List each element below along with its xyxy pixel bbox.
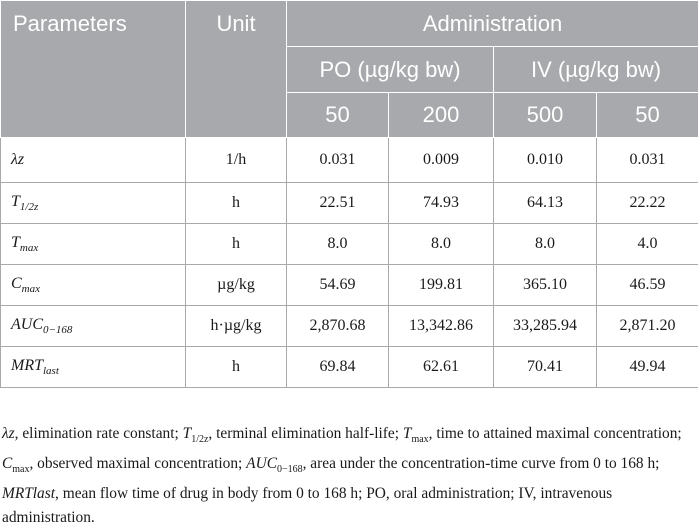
param-subscript: 0−168 bbox=[43, 324, 72, 336]
footnote-text: , area under the concentration-time curv… bbox=[303, 455, 660, 472]
value-cell: 0.031 bbox=[287, 138, 389, 183]
header-dose-iv-500: 500 bbox=[494, 93, 597, 138]
value-cell: 8.0 bbox=[389, 224, 494, 265]
value-cell: 0.009 bbox=[389, 138, 494, 183]
value-cell: 46.59 bbox=[597, 265, 698, 306]
param-symbol: AUC bbox=[11, 316, 43, 333]
param-name: Cmax bbox=[1, 265, 186, 306]
header-parameters: Parameters bbox=[1, 1, 186, 138]
value-cell: 8.0 bbox=[494, 224, 597, 265]
param-unit: h bbox=[186, 224, 287, 265]
param-unit: µg/kg bbox=[186, 265, 287, 306]
param-unit: h bbox=[186, 183, 287, 224]
header-dose-iv-50: 50 bbox=[597, 93, 698, 138]
value-cell: 33,285.94 bbox=[494, 306, 597, 347]
value-cell: 70.41 bbox=[494, 347, 597, 388]
param-unit: h·µg/kg bbox=[186, 306, 287, 347]
param-subscript: last bbox=[43, 365, 59, 377]
value-cell: 4.0 bbox=[597, 224, 698, 265]
footnote-text: , elimination rate constant; bbox=[15, 425, 183, 442]
footnote-text: , mean flow time of drug in body from 0 … bbox=[2, 485, 612, 526]
value-cell: 0.031 bbox=[597, 138, 698, 183]
value-cell: 0.010 bbox=[494, 138, 597, 183]
footnote-symbol: C bbox=[2, 455, 12, 472]
footnote-symbol: MRTlast bbox=[2, 485, 55, 502]
param-symbol: λz bbox=[11, 151, 24, 168]
param-subscript: max bbox=[20, 242, 38, 254]
footnote-subscript: 0−168 bbox=[277, 464, 303, 475]
param-name: Tmax bbox=[1, 224, 186, 265]
header-po: PO (µg/kg bw) bbox=[287, 47, 494, 93]
header-dose-po-200: 200 bbox=[389, 93, 494, 138]
param-name: MRTlast bbox=[1, 347, 186, 388]
param-symbol: T bbox=[11, 193, 20, 210]
value-cell: 365.10 bbox=[494, 265, 597, 306]
footnote-subscript: max bbox=[411, 434, 428, 445]
value-cell: 64.13 bbox=[494, 183, 597, 224]
param-symbol: T bbox=[11, 234, 20, 251]
footnote-text: , observed maximal concentration; bbox=[29, 455, 246, 472]
param-unit: 1/h bbox=[186, 138, 287, 183]
footnote-symbol: λz bbox=[2, 425, 15, 442]
table-header: Parameters Unit Administration PO (µg/kg… bbox=[1, 1, 698, 138]
param-symbol: MRT bbox=[11, 357, 43, 374]
footnote-text: , terminal elimination half-life; bbox=[208, 425, 402, 442]
footnote-symbol: T bbox=[183, 425, 192, 442]
value-cell: 49.94 bbox=[597, 347, 698, 388]
header-administration: Administration bbox=[287, 1, 698, 47]
param-subscript: max bbox=[22, 283, 40, 295]
footnote-subscript: 1/2z bbox=[191, 434, 208, 445]
value-cell: 199.81 bbox=[389, 265, 494, 306]
value-cell: 22.51 bbox=[287, 183, 389, 224]
value-cell: 2,870.68 bbox=[287, 306, 389, 347]
header-iv: IV (µg/kg bw) bbox=[494, 47, 698, 93]
value-cell: 2,871.20 bbox=[597, 306, 698, 347]
value-cell: 74.93 bbox=[389, 183, 494, 224]
param-name: T1/2z bbox=[1, 183, 186, 224]
param-name: λz bbox=[1, 138, 186, 183]
header-dose-po-50: 50 bbox=[287, 93, 389, 138]
value-cell: 22.22 bbox=[597, 183, 698, 224]
value-cell: 8.0 bbox=[287, 224, 389, 265]
param-unit: h bbox=[186, 347, 287, 388]
footnote-symbol: AUC bbox=[246, 455, 277, 472]
param-name: AUC0−168 bbox=[1, 306, 186, 347]
value-cell: 54.69 bbox=[287, 265, 389, 306]
header-unit: Unit bbox=[186, 1, 287, 138]
footnote-text: , time to attained maximal concentration… bbox=[429, 425, 682, 442]
footnote-subscript: max bbox=[12, 464, 29, 475]
value-cell: 62.61 bbox=[389, 347, 494, 388]
pk-parameters-table: Parameters Unit Administration PO (µg/kg… bbox=[0, 0, 698, 388]
param-symbol: C bbox=[11, 275, 22, 292]
value-cell: 13,342.86 bbox=[389, 306, 494, 347]
param-subscript: 1/2z bbox=[20, 201, 38, 213]
value-cell: 69.84 bbox=[287, 347, 389, 388]
